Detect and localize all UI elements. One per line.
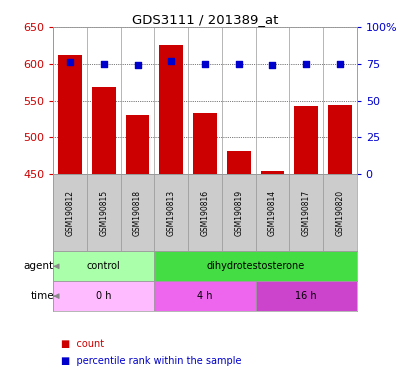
Point xyxy=(235,61,241,67)
Bar xyxy=(289,174,322,252)
Bar xyxy=(322,174,356,252)
Text: GSM190818: GSM190818 xyxy=(133,190,142,236)
Text: GSM190819: GSM190819 xyxy=(234,190,243,236)
Text: agent: agent xyxy=(24,261,54,271)
Bar xyxy=(53,252,154,281)
Bar xyxy=(154,281,255,311)
Text: control: control xyxy=(87,261,120,271)
Text: 16 h: 16 h xyxy=(294,291,316,301)
Bar xyxy=(92,86,115,174)
Bar xyxy=(159,45,183,174)
Bar xyxy=(294,106,317,174)
Point xyxy=(201,61,208,67)
Bar xyxy=(126,115,149,174)
Bar xyxy=(154,252,356,281)
Text: 4 h: 4 h xyxy=(197,291,212,301)
Bar xyxy=(260,170,283,174)
Point xyxy=(302,61,309,67)
Text: dihydrotestosterone: dihydrotestosterone xyxy=(206,261,304,271)
Text: time: time xyxy=(30,291,54,301)
Bar xyxy=(87,174,120,252)
Bar xyxy=(193,113,216,174)
Point xyxy=(67,59,73,65)
Text: GSM190820: GSM190820 xyxy=(335,190,344,236)
Bar xyxy=(53,281,154,311)
Text: ■  count: ■ count xyxy=(61,339,104,349)
Bar xyxy=(154,174,188,252)
Bar xyxy=(188,174,221,252)
Point xyxy=(168,58,174,64)
Text: GSM190813: GSM190813 xyxy=(166,190,175,236)
Point xyxy=(336,61,342,67)
Text: GSM190816: GSM190816 xyxy=(200,190,209,236)
Bar xyxy=(226,151,250,174)
Point xyxy=(100,61,107,67)
Text: GSM190815: GSM190815 xyxy=(99,190,108,236)
Bar xyxy=(53,174,87,252)
Bar xyxy=(255,281,356,311)
Bar xyxy=(255,174,289,252)
Bar xyxy=(120,174,154,252)
Point xyxy=(134,62,141,68)
Point xyxy=(268,62,275,68)
Text: ■  percentile rank within the sample: ■ percentile rank within the sample xyxy=(61,356,241,366)
Bar xyxy=(327,105,351,174)
Text: GSM190817: GSM190817 xyxy=(301,190,310,236)
Bar xyxy=(221,174,255,252)
Text: GSM190814: GSM190814 xyxy=(267,190,276,236)
Text: 0 h: 0 h xyxy=(96,291,111,301)
Title: GDS3111 / 201389_at: GDS3111 / 201389_at xyxy=(131,13,278,26)
Text: GSM190812: GSM190812 xyxy=(65,190,74,236)
Bar xyxy=(58,55,82,174)
